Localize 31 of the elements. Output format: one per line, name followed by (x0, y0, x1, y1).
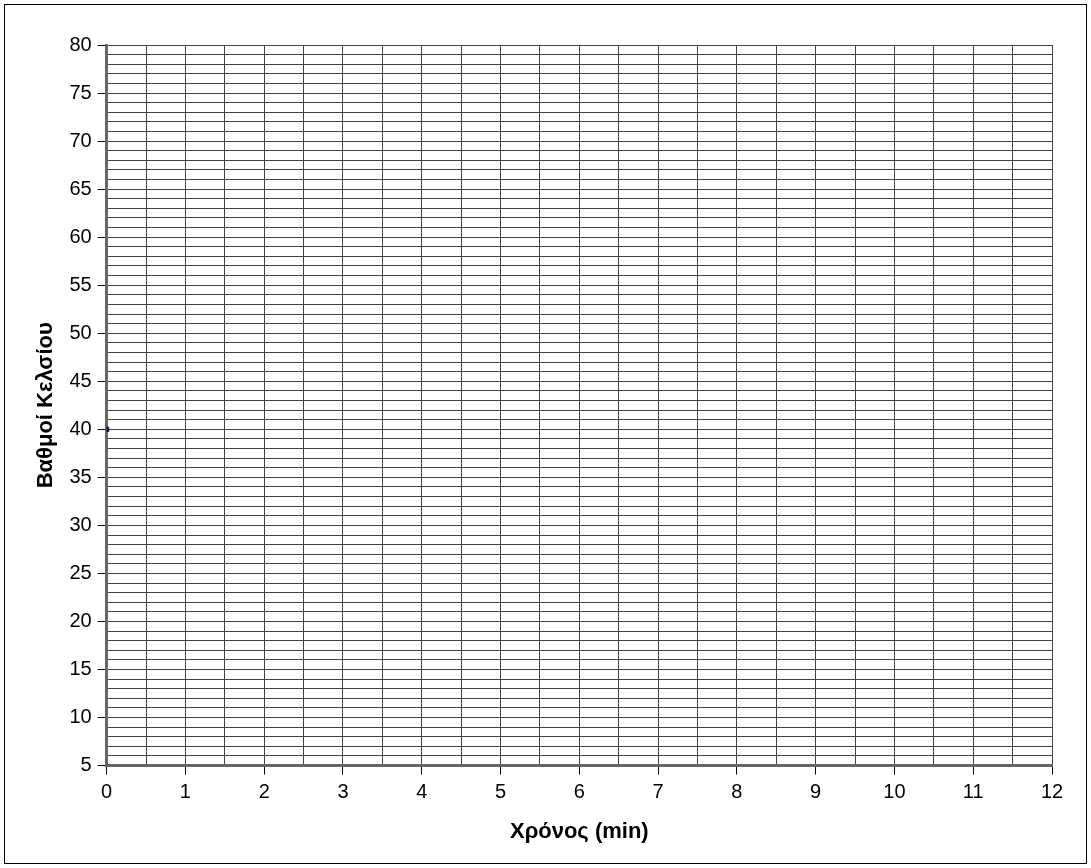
y-tick-label: 35 (69, 464, 92, 487)
y-tick-label: 10 (69, 705, 92, 728)
x-tick-label: 7 (652, 780, 664, 803)
x-tick-label: 5 (494, 780, 507, 803)
x-tick-label: 1 (179, 780, 191, 803)
x-tick-label: 8 (731, 780, 743, 803)
x-tick-label: 4 (416, 780, 428, 803)
x-tick-label: 9 (810, 780, 822, 803)
y-tick-label: 80 (69, 32, 92, 55)
y-tick-label: 15 (69, 657, 92, 680)
x-tick-label: 2 (258, 780, 270, 803)
y-tick-label: 70 (69, 128, 92, 151)
y-tick-label: 65 (69, 176, 92, 199)
y-tick-label: 50 (69, 320, 92, 343)
x-tick-label: 6 (573, 780, 585, 803)
y-tick-label: 60 (69, 224, 92, 247)
y-tick-label: 25 (69, 560, 92, 583)
x-tick-label: 11 (962, 780, 984, 803)
y-tick-label: 45 (69, 368, 92, 391)
x-tick-label: 10 (883, 780, 906, 803)
x-tick-label: 3 (337, 780, 349, 803)
x-axis-title: Χρόνος (min) (509, 817, 649, 843)
y-tick-label: 75 (69, 80, 92, 103)
x-tick-label: 0 (101, 780, 113, 803)
y-tick-label: 20 (69, 609, 92, 631)
y-tick-label: 30 (69, 512, 92, 535)
x-tick-label: 12 (1040, 780, 1064, 803)
y-tick-label: 55 (69, 272, 92, 295)
y-tick-label: 5 (80, 753, 92, 776)
y-axis-title: Βαθμοί Κελσίου (32, 322, 58, 489)
y-tick-label: 40 (69, 416, 92, 439)
